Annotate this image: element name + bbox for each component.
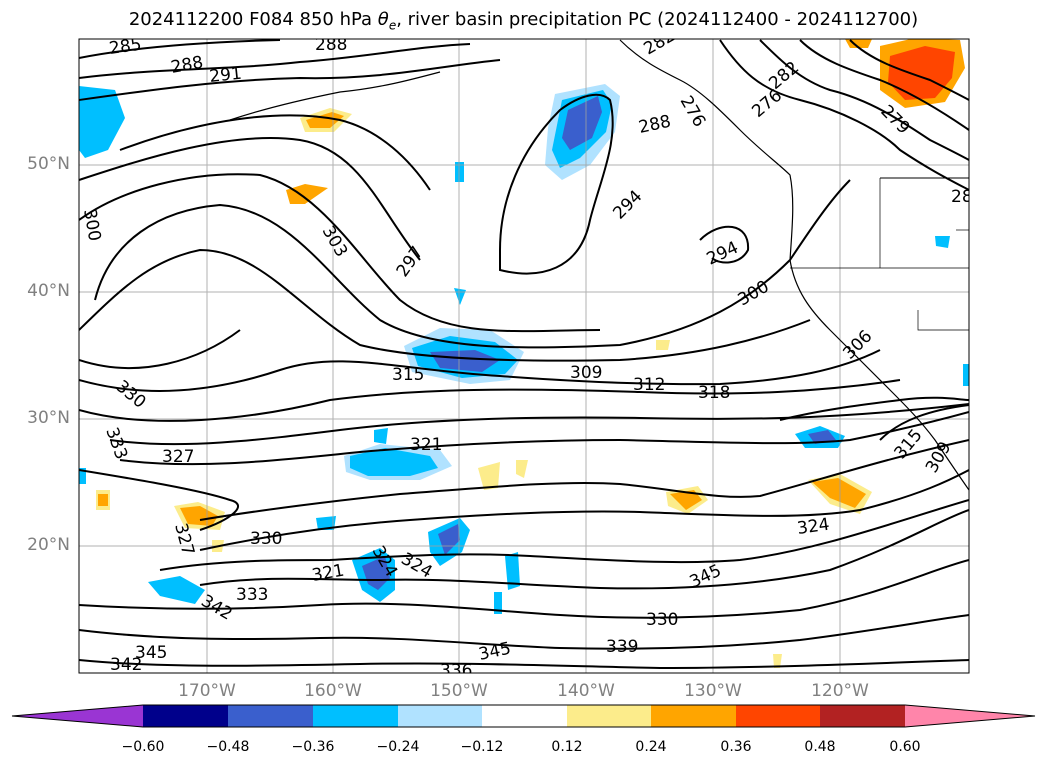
contour-label: 297 — [393, 243, 428, 281]
colorbar-tick-label: 0.36 — [720, 739, 752, 755]
contour-label: 282 — [641, 26, 679, 60]
theta-e-contours — [79, 39, 969, 670]
contour-label: 327 — [162, 447, 194, 467]
contour-label: 291 — [208, 64, 242, 87]
colorbar-segment — [228, 705, 313, 727]
contour-label: 300 — [79, 207, 104, 242]
colorbar-tick-label: −0.36 — [291, 739, 335, 755]
lon-label: 150°W — [430, 681, 488, 701]
contour-label: 288 — [169, 53, 204, 78]
lat-label: 40°N — [27, 281, 70, 301]
contour-label: 324 — [796, 515, 831, 539]
colorbar-tick-label: 0.24 — [635, 739, 667, 755]
colorbar-segment — [12, 705, 143, 727]
contour-label: 306 — [839, 326, 876, 363]
contour-label: 285 — [108, 35, 143, 59]
contour-label: 318 — [698, 383, 730, 403]
contour-label: 342 — [110, 655, 142, 675]
colorbar-segment — [651, 705, 736, 727]
contour-label: 276 — [676, 93, 710, 131]
lat-label: 30°N — [27, 408, 70, 428]
contour-label: 345 — [477, 639, 513, 665]
contour-label: 321 — [410, 435, 442, 455]
coastline — [229, 39, 969, 491]
colorbar-tick-label: −0.24 — [376, 739, 420, 755]
contour-label: 294 — [609, 186, 646, 223]
contour-label: 315 — [392, 365, 424, 385]
colorbar-tick-label: 0.60 — [889, 739, 921, 755]
contour-label: 28 — [951, 187, 973, 207]
colorbar-segment — [905, 705, 1035, 727]
contour-label: 309 — [570, 363, 602, 383]
figure-title: 2024112200 F084 850 hPa θe, river basin … — [128, 9, 919, 33]
contour-label: 339 — [606, 637, 638, 657]
colorbar-segment — [736, 705, 820, 727]
contour-label: 330 — [112, 377, 150, 413]
colorbar-outline — [11, 704, 1036, 728]
contour-label: 294 — [704, 238, 742, 270]
contour-label: 336 — [440, 661, 472, 681]
lat-label: 50°N — [27, 154, 70, 174]
contour-label: 330 — [646, 610, 678, 630]
colorbar-segment — [143, 705, 228, 727]
colorbar-segment — [482, 705, 567, 727]
graticule — [79, 39, 969, 673]
colorbar — [11, 704, 1036, 728]
colorbar-segment — [567, 705, 651, 727]
lon-label: 120°W — [811, 681, 869, 701]
colorbar-tick-label: −0.12 — [460, 739, 504, 755]
precipitation-shading — [79, 39, 969, 668]
lon-label: 130°W — [684, 681, 742, 701]
contour-label: 342 — [198, 591, 236, 625]
map-frame — [78, 38, 970, 674]
colorbar-tick-label: −0.48 — [206, 739, 250, 755]
contour-label: 303 — [318, 223, 352, 261]
colorbar-tick-label: −0.60 — [121, 739, 165, 755]
contour-label: 345 — [135, 643, 167, 663]
lon-label: 170°W — [178, 681, 236, 701]
contour-label: 288 — [315, 35, 347, 55]
lon-label: 160°W — [304, 681, 362, 701]
colorbar-segment — [820, 705, 905, 727]
colorbar-segment — [398, 705, 482, 727]
contour-label: 288 — [637, 112, 673, 138]
contour-label: 345 — [687, 561, 725, 593]
colorbar-tick-label: 0.48 — [804, 739, 836, 755]
contour-label: 333 — [101, 425, 131, 462]
colorbar-segment — [313, 705, 398, 727]
lon-label: 140°W — [557, 681, 615, 701]
colorbar-tick-label: 0.12 — [551, 739, 583, 755]
contour-label: 321 — [310, 561, 345, 586]
contour-label: 333 — [236, 585, 268, 605]
lat-label: 20°N — [27, 535, 70, 555]
contour-label: 312 — [633, 375, 665, 395]
contour-label: 330 — [250, 529, 282, 549]
